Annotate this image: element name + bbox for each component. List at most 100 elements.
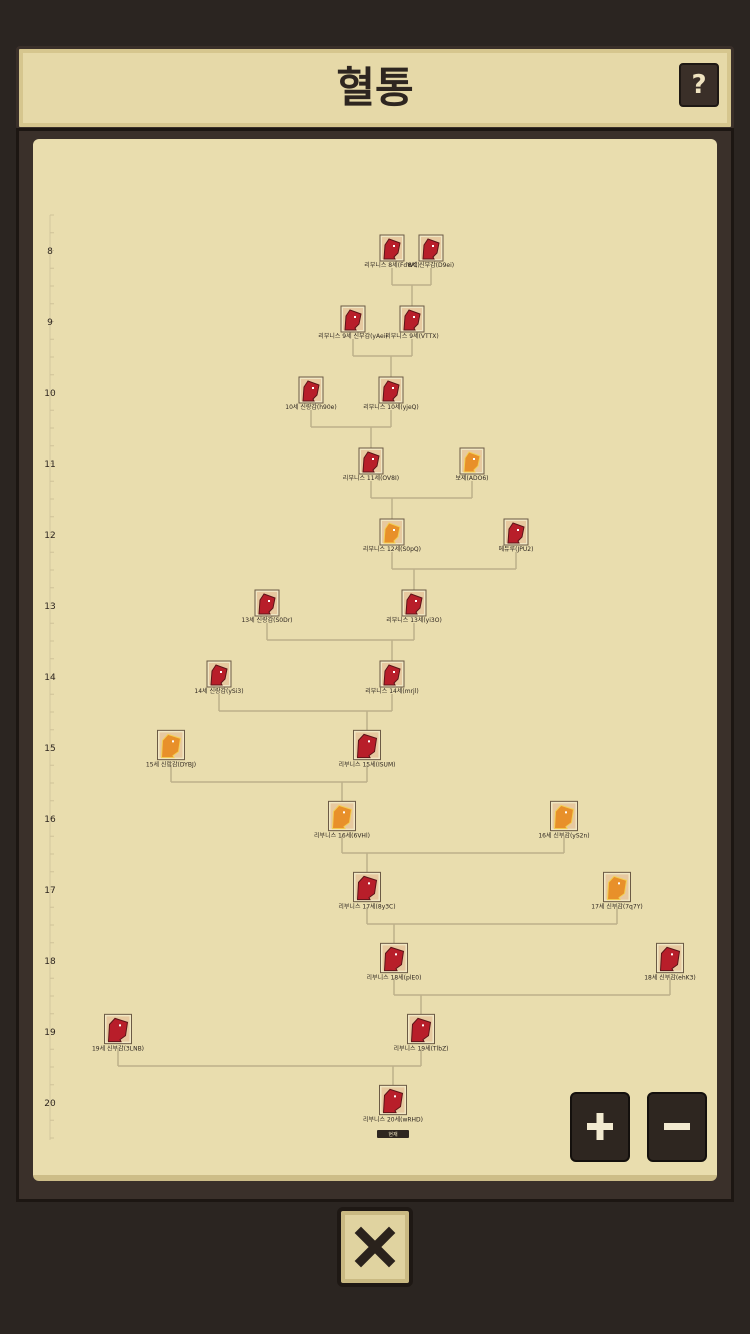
node-name: 리부니스 8세(FdWC): [364, 261, 419, 269]
dragon-node: [379, 1084, 407, 1116]
dragon-node: [104, 1013, 132, 1045]
node-name: 리부니스 11세(OV8I): [343, 474, 399, 482]
node-name: 리부니스 19세(TlbZ): [393, 1045, 448, 1053]
dragon-node: [503, 518, 529, 546]
dragon-eye: [220, 671, 222, 673]
plus-icon: [587, 1113, 613, 1140]
dragon-eye: [565, 811, 567, 814]
dragon-node: [459, 447, 485, 475]
generation-label: 18: [44, 957, 56, 967]
node-name: 19세 신부감(3LNB): [92, 1045, 144, 1053]
dragon-icon: [362, 451, 380, 473]
tree-panel: [16, 128, 734, 1202]
dragon-node: [157, 729, 185, 761]
generation-label: 16: [44, 815, 56, 825]
dragon-eye: [368, 882, 370, 885]
dragon-icon: [383, 946, 405, 972]
dragon-node: [550, 800, 578, 832]
dragon-eye: [372, 458, 374, 460]
node-name: 10세 신랑감(h90e): [285, 403, 336, 411]
generation-label: 15: [44, 744, 55, 754]
dragon-node: [328, 800, 356, 832]
dragon-node: [298, 376, 324, 404]
dragon-eye: [393, 671, 395, 673]
close-button[interactable]: [337, 1207, 413, 1287]
generation-label: 8: [47, 247, 53, 257]
generation-label: 9: [47, 318, 53, 328]
dragon-node: [380, 942, 408, 974]
dragon-icon: [410, 1017, 432, 1043]
dragon-eye: [354, 316, 356, 318]
generation-label: 11: [44, 460, 55, 470]
generation-label: 13: [44, 602, 55, 612]
node-name: 리부니스 16세(6VHl): [314, 832, 370, 840]
dragon-node: [379, 660, 405, 688]
dragon-icon: [507, 522, 525, 544]
dragon-node: [353, 729, 381, 761]
dragon-node: [340, 305, 366, 333]
node-name: 13세 신랑감(S0Dr): [241, 616, 292, 624]
dragon-eye: [368, 740, 370, 743]
dragon-icon: [383, 522, 401, 544]
generation-label: 19: [44, 1028, 56, 1038]
dragon-node: [378, 376, 404, 404]
dragon-eye: [393, 529, 395, 531]
dragon-icon: [331, 804, 353, 830]
node-name: 리부니스 9세(VTTX): [385, 332, 438, 340]
node-name: 16세 신부감(yS2n): [538, 832, 589, 840]
dragon-node: [379, 518, 405, 546]
dragon-icon: [356, 875, 378, 901]
dragon-eye: [432, 245, 434, 247]
dragon-eye: [422, 1024, 424, 1027]
dragon-icon: [405, 593, 423, 615]
dragon-eye: [517, 529, 519, 531]
generation-label: 20: [44, 1099, 56, 1109]
node-name: 리부니스 9세 신부감(yAei): [318, 332, 387, 340]
dragon-eye: [172, 740, 174, 743]
dragon-node: [418, 234, 444, 262]
dragon-icon: [659, 946, 681, 972]
generation-label: 14: [44, 673, 56, 683]
parchment: [33, 139, 717, 1181]
dragon-icon: [383, 238, 401, 260]
dragon-icon: [553, 804, 575, 830]
help-button[interactable]: ?: [679, 63, 719, 107]
dragon-eye: [312, 387, 314, 389]
zoom-in-button[interactable]: [570, 1092, 630, 1162]
dragon-node: [379, 234, 405, 262]
node-name: 리부니스 17세(8y3C): [338, 903, 395, 911]
node-name: 14세 신랑감(ySi3): [194, 687, 243, 695]
title: 혈통: [336, 63, 414, 112]
node-name: 18세 신부감(ehK3): [644, 974, 696, 982]
header: 혈통 ?: [16, 46, 734, 130]
dragon-icon: [606, 875, 628, 901]
dragon-node: [206, 660, 232, 688]
minus-icon: [664, 1123, 690, 1130]
dragon-icon: [344, 309, 362, 331]
node-name: 리부니스 18세(plE0): [367, 974, 422, 982]
dragon-eye: [393, 245, 395, 247]
dragon-node: [399, 305, 425, 333]
dragon-eye: [395, 953, 397, 956]
dragon-eye: [473, 458, 475, 460]
dragon-icon: [382, 380, 400, 402]
dragon-node: [401, 589, 427, 617]
node-name: 리부니스 15세(ISUM): [339, 761, 396, 769]
dragon-eye: [343, 811, 345, 814]
dragon-eye: [119, 1024, 121, 1027]
dragon-icon: [422, 238, 440, 260]
dragon-icon: [160, 733, 182, 759]
zoom-out-button[interactable]: [647, 1092, 707, 1162]
dragon-eye: [415, 600, 417, 602]
node-name: 리부니스 10세(yjeQ): [363, 403, 418, 411]
node-name: 리부니스 20세(wRHD): [363, 1116, 423, 1124]
generation-label: 10: [44, 389, 56, 399]
dragon-eye: [671, 953, 673, 956]
node-name: 리부니스 14세(mrjl): [365, 687, 418, 695]
dragon-node: [656, 942, 684, 974]
dragon-node: [603, 871, 631, 903]
dragon-icon: [258, 593, 276, 615]
generation-label: 17: [44, 886, 55, 896]
node-name: 리부니스 13세(yi3O): [386, 616, 442, 624]
